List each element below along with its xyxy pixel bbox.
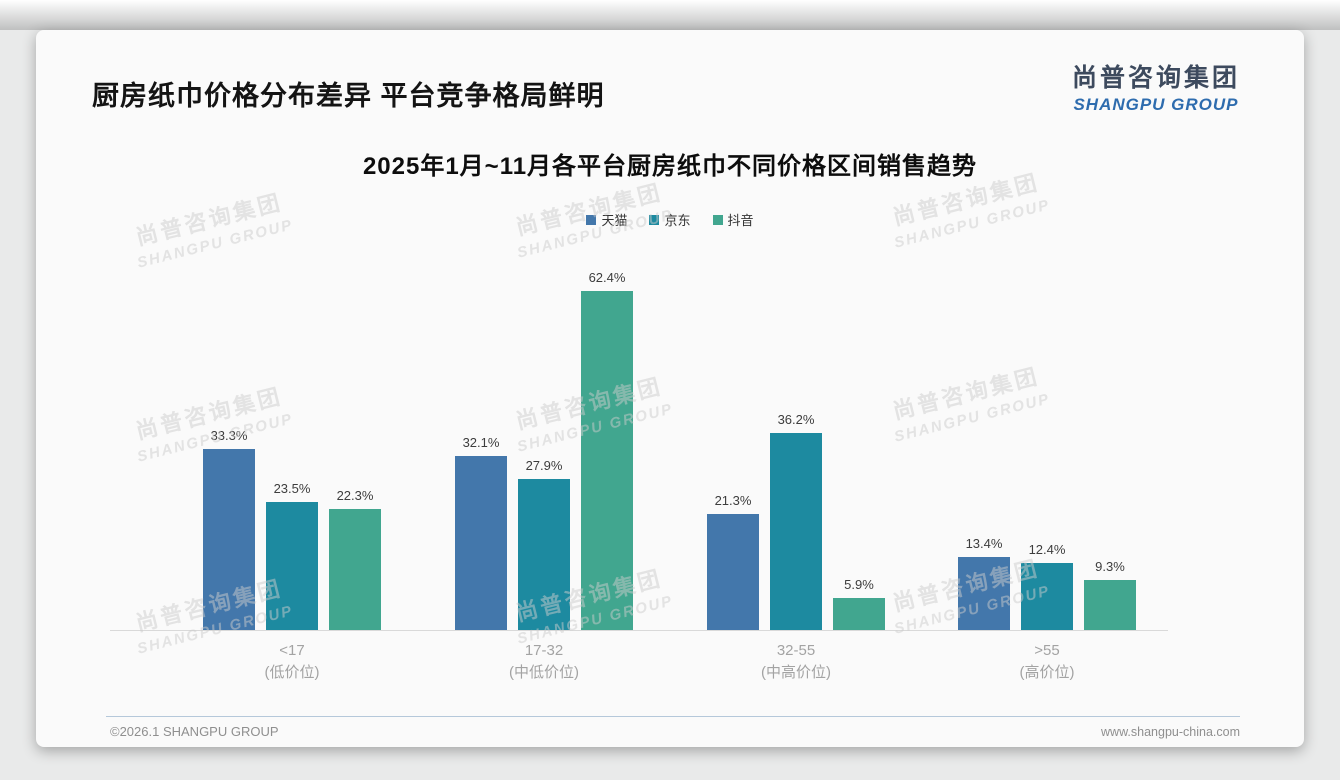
bar-抖音-<17 [329, 509, 381, 630]
x-axis-label-range: <17 [279, 642, 305, 659]
bar-抖音->55 [1084, 580, 1136, 630]
slide-card: 厨房纸巾价格分布差异 平台竞争格局鲜明 尚普咨询集团 SHANGPU GROUP… [36, 30, 1304, 747]
bar-value-label: 23.5% [273, 481, 311, 496]
bar-slot: 5.9% [833, 285, 885, 630]
bar-value-label: 9.3% [1095, 559, 1125, 574]
x-axis-label-range: 32-55 [776, 642, 816, 659]
x-axis-label-tier: (低价位) [264, 664, 320, 681]
bar-group-1: 32.1% 27.9% 62.4% [455, 270, 633, 630]
footer-copyright: ©2026.1 SHANGPU GROUP [110, 724, 279, 739]
bar-slot: 21.3% [707, 285, 759, 630]
x-axis-label-2: 32-55 (中高价位) [707, 640, 885, 684]
x-axis-line [110, 630, 1168, 631]
bar-value-label: 21.3% [714, 493, 752, 508]
bar-value-label: 5.9% [844, 577, 874, 592]
company-logo-en: SHANGPU GROUP [1073, 95, 1239, 114]
bar-value-label: 27.9% [525, 458, 563, 473]
footer-website: www.shangpu-china.com [1101, 725, 1240, 739]
legend-marker-icon [586, 214, 597, 225]
bar-slot: 33.3% [203, 285, 255, 630]
bar-slot: 12.4% [1021, 285, 1073, 630]
bar-slot: 27.9% [518, 285, 570, 630]
bar-slot: 23.5% [266, 285, 318, 630]
chart-legend: 天猫 京东 抖音 [36, 210, 1304, 229]
bar-抖音-17-32 [581, 291, 633, 630]
bar-京东-32-55 [770, 433, 822, 630]
bar-value-label: 22.3% [336, 488, 374, 503]
bar-group-3: 13.4% 12.4% 9.3% [958, 285, 1136, 630]
legend-item-2: 抖音 [712, 210, 754, 229]
legend-label: 天猫 [601, 213, 628, 228]
top-gradient-band [0, 0, 1340, 30]
chart-title: 2025年1月~11月各平台厨房纸巾不同价格区间销售趋势 [362, 153, 978, 180]
bar-slot: 32.1% [455, 285, 507, 630]
bar-天猫-17-32 [455, 456, 507, 630]
legend-item-1: 京东 [649, 210, 691, 229]
bar-value-label: 13.4% [965, 536, 1003, 551]
legend-label: 抖音 [727, 213, 754, 228]
bar-value-label: 36.2% [777, 412, 815, 427]
x-axis-label-range: 17-32 [524, 642, 564, 659]
bar-group-0: 33.3% 23.5% 22.3% [203, 285, 381, 630]
plot-area: 33.3% 23.5% 22.3% 32.1% 27.9% 62.4% 21.3% 36.2%… [110, 270, 1168, 630]
bar-value-label: 32.1% [462, 435, 500, 450]
bar-京东->55 [1021, 563, 1073, 630]
bar-value-label: 12.4% [1028, 542, 1066, 557]
slide-title: 厨房纸巾价格分布差异 平台竞争格局鲜明 [92, 81, 605, 111]
x-axis-label-tier: (中低价位) [509, 664, 579, 681]
bar-京东-<17 [266, 502, 318, 630]
bar-value-label: 33.3% [210, 428, 248, 443]
x-axis-label-3: >55 (高价位) [958, 640, 1136, 684]
legend-label: 京东 [664, 213, 691, 228]
x-axis-label-range: >55 [1034, 642, 1060, 659]
x-axis-label-0: <17 (低价位) [203, 640, 381, 684]
company-logo: 尚普咨询集团 SHANGPU GROUP [1072, 58, 1240, 115]
bar-天猫-<17 [203, 449, 255, 630]
legend-item-0: 天猫 [586, 210, 627, 229]
bar-slot: 22.3% [329, 285, 381, 630]
bar-天猫->55 [958, 557, 1010, 630]
x-axis-label-1: 17-32 (中低价位) [455, 640, 633, 684]
company-logo-cn: 尚普咨询集团 [1071, 64, 1240, 92]
legend-marker-icon [649, 214, 660, 225]
bar-value-label: 62.4% [588, 270, 626, 285]
bar-京东-17-32 [518, 479, 570, 630]
bar-slot: 36.2% [770, 285, 822, 630]
footer-divider [106, 716, 1240, 717]
legend-marker-icon [712, 214, 723, 225]
watermark-text-cn: 尚普咨询集团 [513, 179, 665, 241]
x-axis-label-tier: (高价位) [1019, 664, 1075, 681]
bar-slot: 62.4% [581, 270, 633, 630]
bar-抖音-32-55 [833, 598, 885, 630]
bar-group-2: 21.3% 36.2% 5.9% [707, 285, 885, 630]
x-axis-label-tier: (中高价位) [761, 664, 831, 681]
bar-slot: 13.4% [958, 285, 1010, 630]
bar-天猫-32-55 [707, 514, 759, 630]
bar-slot: 9.3% [1084, 285, 1136, 630]
